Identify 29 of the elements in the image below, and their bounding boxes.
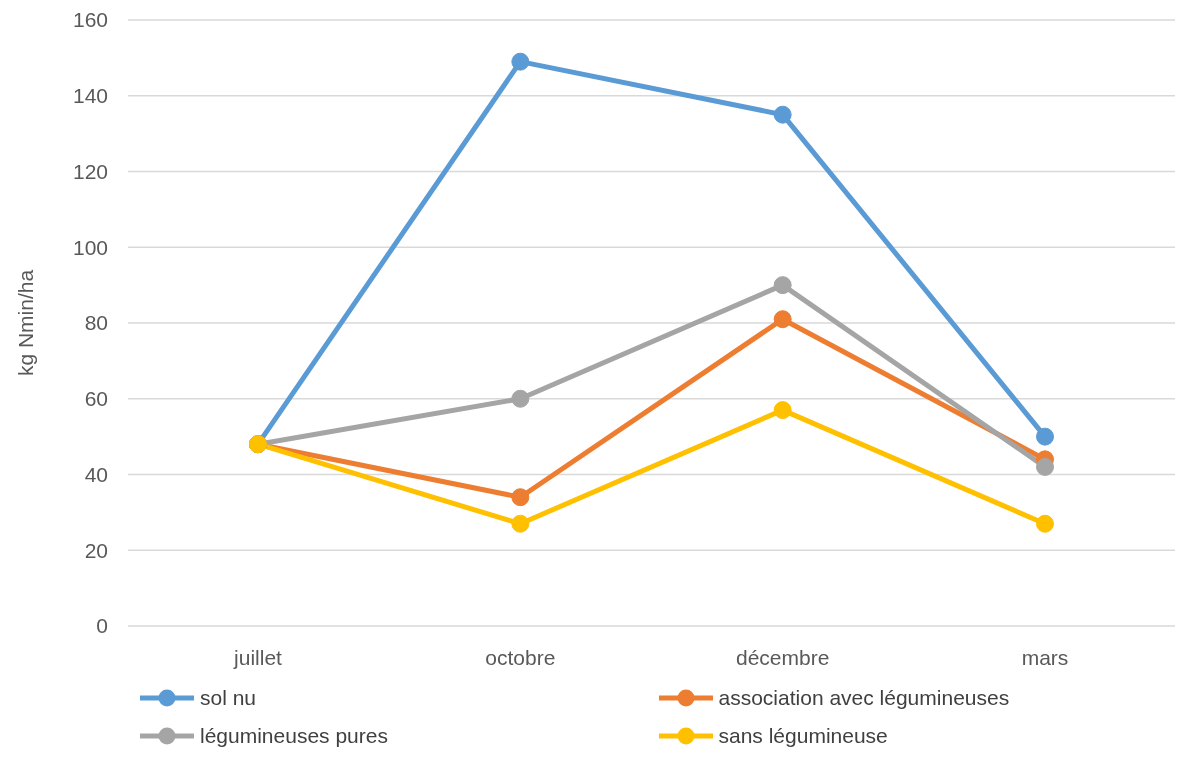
y-tick-label: 120: [72, 159, 108, 183]
y-tick-label: 60: [84, 387, 108, 411]
y-axis-title: kg Nmin/ha: [14, 269, 38, 377]
legend-label: légumineuses pures: [200, 724, 388, 748]
point: [1036, 427, 1054, 446]
point: [511, 389, 530, 408]
y-tick-label: 40: [84, 462, 108, 486]
x-tick-label: mars: [1021, 645, 1069, 669]
point: [1036, 514, 1054, 533]
y-tick-label: 100: [72, 235, 108, 259]
point: [511, 514, 530, 533]
y-tick-label: 20: [84, 538, 108, 562]
point: [1036, 457, 1054, 476]
y-tick-label: 0: [96, 614, 108, 638]
y-tick-label: 80: [84, 311, 108, 335]
legend-label: association avec légumineuses: [718, 686, 1010, 710]
point: [511, 488, 530, 507]
y-tick-label: 160: [72, 8, 108, 32]
point: [773, 401, 792, 420]
point: [773, 310, 792, 329]
point: [773, 276, 792, 295]
x-tick-label: juillet: [233, 645, 283, 669]
x-tick-label: octobre: [485, 645, 556, 669]
x-tick-label: décembre: [735, 645, 830, 669]
point: [511, 52, 530, 71]
legend-label: sol nu: [200, 686, 257, 710]
y-tick-label: 140: [72, 84, 108, 108]
legend-label: sans légumineuse: [718, 724, 888, 748]
point: [773, 105, 792, 124]
